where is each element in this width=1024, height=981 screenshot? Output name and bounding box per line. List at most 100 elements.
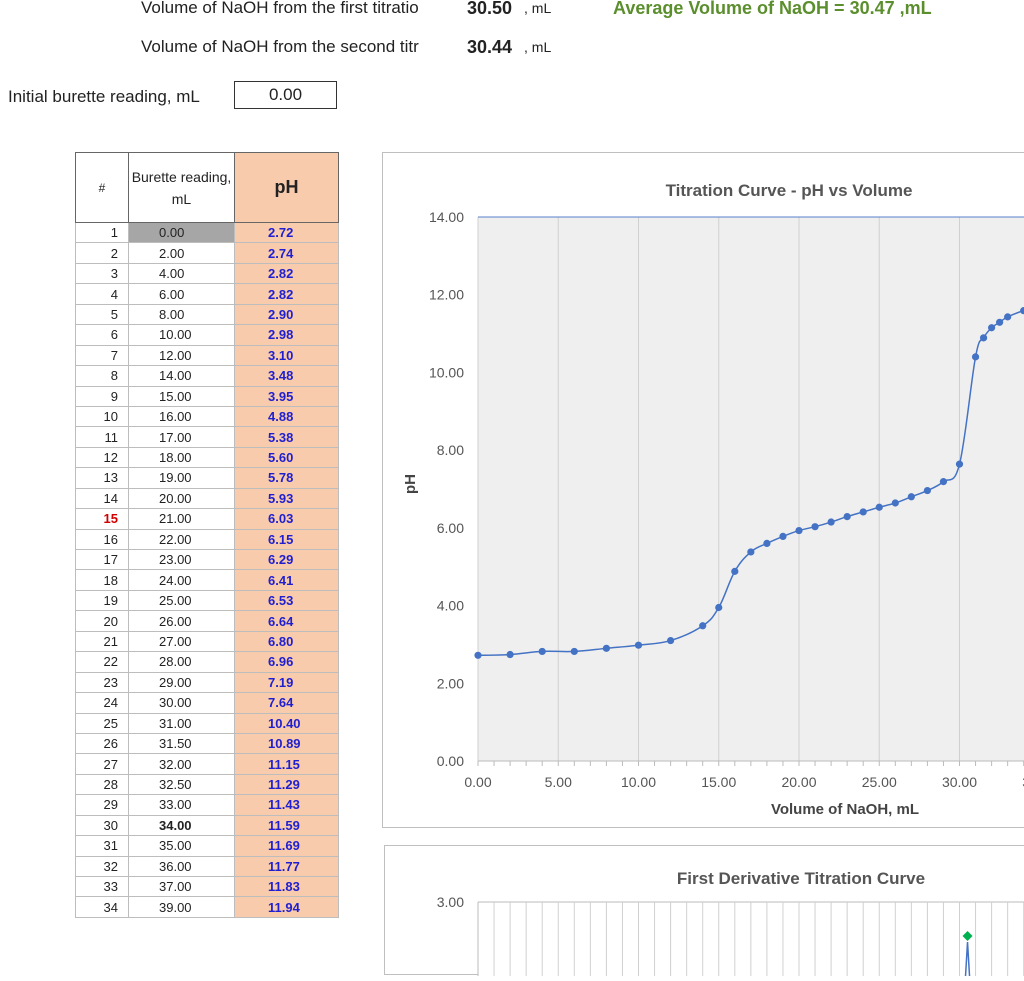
plot-area	[478, 217, 1024, 761]
table-row: 26 31.50 10.89	[75, 732, 339, 755]
series-line	[477, 309, 1024, 657]
ph-cell[interactable]: 11.94	[234, 896, 339, 918]
ph-cell[interactable]: 2.98	[234, 324, 339, 346]
ph-cell[interactable]: 3.10	[234, 344, 339, 367]
ph-cell[interactable]: 2.72	[234, 221, 339, 244]
burette-reading-cell[interactable]: 22.00	[128, 528, 235, 551]
ph-cell[interactable]: 7.19	[234, 671, 339, 694]
burette-reading-cell[interactable]: 2.00	[128, 242, 235, 264]
burette-reading-cell[interactable]: 30.00	[128, 692, 235, 714]
burette-reading-cell[interactable]: 24.00	[128, 569, 235, 591]
ph-cell[interactable]: 3.95	[234, 385, 339, 407]
burette-reading-cell[interactable]: 32.00	[128, 753, 235, 775]
burette-reading-cell[interactable]: 17.00	[128, 426, 235, 448]
burette-reading-cell[interactable]: 27.00	[128, 630, 235, 653]
ph-cell[interactable]: 2.82	[234, 283, 339, 305]
y-tick-label: 4.00	[437, 598, 464, 614]
burette-reading-cell[interactable]: 8.00	[128, 303, 235, 326]
ph-cell[interactable]: 5.38	[234, 426, 339, 448]
row-index: 28	[75, 773, 129, 796]
burette-reading-cell[interactable]: 19.00	[128, 467, 235, 489]
ph-cell[interactable]: 6.53	[234, 589, 339, 612]
table-row: 4 6.00 2.82	[75, 283, 339, 305]
ph-cell[interactable]: 11.69	[234, 835, 339, 857]
burette-reading-cell[interactable]: 15.00	[128, 385, 235, 407]
burette-reading-cell[interactable]: 31.50	[128, 732, 235, 755]
ph-cell[interactable]: 7.64	[234, 692, 339, 714]
ph-cell[interactable]: 5.78	[234, 467, 339, 489]
ph-cell[interactable]: 6.03	[234, 508, 339, 530]
ph-cell[interactable]: 6.15	[234, 528, 339, 551]
row-index: 13	[75, 467, 129, 489]
table-row: 7 12.00 3.10	[75, 344, 339, 367]
ph-cell[interactable]: 11.43	[234, 794, 339, 816]
derivative-chart-title: First Derivative Titration Curve	[677, 869, 925, 888]
x-tick-label: 35.00	[1022, 774, 1024, 790]
ph-cell[interactable]: 11.15	[234, 753, 339, 775]
data-point	[923, 486, 932, 495]
burette-reading-cell[interactable]: 0.00	[128, 221, 235, 244]
row-index: 30	[75, 814, 129, 837]
burette-reading-cell[interactable]: 26.00	[128, 610, 235, 632]
first-derivative-chart: First Derivative Titration Curve 3.00	[437, 869, 1024, 977]
row-index: 15	[75, 508, 129, 530]
ph-cell[interactable]: 3.48	[234, 365, 339, 387]
burette-reading-cell[interactable]: 36.00	[128, 855, 235, 878]
ph-cell[interactable]: 11.29	[234, 773, 339, 796]
table-row: 10 16.00 4.88	[75, 405, 339, 428]
burette-reading-cell[interactable]: 16.00	[128, 405, 235, 428]
data-point	[763, 539, 771, 547]
ph-cell[interactable]: 5.60	[234, 446, 339, 469]
burette-reading-cell[interactable]: 23.00	[128, 548, 235, 571]
ph-cell[interactable]: 11.83	[234, 875, 339, 898]
row-index: 34	[75, 896, 129, 918]
burette-reading-cell[interactable]: 18.00	[128, 446, 235, 469]
burette-reading-cell[interactable]: 4.00	[128, 262, 235, 285]
data-point	[955, 460, 964, 468]
burette-reading-cell[interactable]: 33.00	[128, 794, 235, 816]
ph-cell[interactable]: 6.41	[234, 569, 339, 591]
burette-reading-cell[interactable]: 39.00	[128, 896, 235, 918]
ph-cell[interactable]: 11.77	[234, 855, 339, 878]
second-titration-label: Volume of NaOH from the second titr	[141, 37, 419, 56]
data-point	[891, 499, 899, 507]
burette-reading-cell[interactable]: 14.00	[128, 365, 235, 387]
titration-table: # Burette reading, mL pH 1 0.00 2.72 2 2.00 2…	[75, 152, 339, 918]
burette-reading-cell[interactable]: 31.00	[128, 712, 235, 734]
ph-cell[interactable]: 2.82	[234, 262, 339, 285]
burette-reading-cell[interactable]: 6.00	[128, 283, 235, 305]
burette-reading-cell[interactable]: 37.00	[128, 875, 235, 898]
ph-cell[interactable]: 6.80	[234, 630, 339, 653]
burette-reading-cell[interactable]: 10.00	[128, 324, 235, 346]
burette-reading-cell[interactable]: 35.00	[128, 835, 235, 857]
table-row: 24 30.00 7.64	[75, 692, 339, 714]
burette-reading-cell[interactable]: 32.50	[128, 773, 235, 796]
y-tick-label: 10.00	[429, 364, 464, 380]
ph-cell[interactable]: 4.88	[234, 405, 339, 428]
ph-cell[interactable]: 6.64	[234, 610, 339, 632]
y-tick-label: 0.00	[437, 753, 464, 769]
burette-reading-cell[interactable]: 28.00	[128, 651, 235, 673]
initial-reading-input[interactable]: 0.00	[234, 81, 337, 109]
ph-cell[interactable]: 10.89	[234, 732, 339, 755]
ph-cell[interactable]: 2.74	[234, 242, 339, 264]
ph-cell[interactable]: 6.96	[234, 651, 339, 673]
row-index: 3	[75, 262, 129, 285]
ph-cell[interactable]: 5.93	[234, 487, 339, 510]
burette-reading-cell[interactable]: 29.00	[128, 671, 235, 694]
burette-reading-cell[interactable]: 20.00	[128, 487, 235, 510]
data-point	[795, 526, 803, 535]
x-tick-label: 10.00	[621, 774, 656, 790]
ph-cell[interactable]: 6.29	[234, 548, 339, 571]
table-row: 19 25.00 6.53	[75, 589, 339, 612]
ph-cell[interactable]: 2.90	[234, 303, 339, 326]
burette-reading-cell[interactable]: 12.00	[128, 344, 235, 367]
burette-reading-cell[interactable]: 34.00	[128, 814, 235, 837]
x-axis-title: Volume of NaOH, mL	[771, 801, 919, 818]
row-index: 33	[75, 875, 129, 898]
row-index: 1	[75, 221, 129, 244]
ph-cell[interactable]: 10.40	[234, 712, 339, 734]
ph-cell[interactable]: 11.59	[234, 814, 339, 837]
burette-reading-cell[interactable]: 21.00	[128, 508, 235, 530]
burette-reading-cell[interactable]: 25.00	[128, 589, 235, 612]
